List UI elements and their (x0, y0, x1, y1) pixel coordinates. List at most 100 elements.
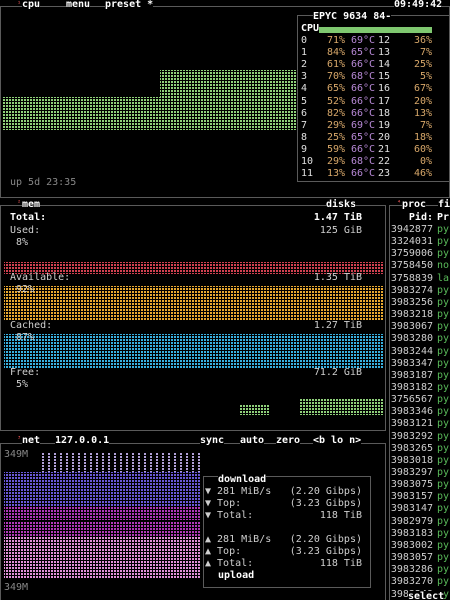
process-name: py (437, 248, 450, 260)
scale-label: 349M (4, 582, 29, 593)
process-pid: 3324031 (390, 236, 433, 248)
process-name: py (437, 503, 450, 515)
box-title: proc (402, 199, 427, 211)
core-temp: 69°C (351, 119, 376, 131)
process-pid: 3758450 (390, 260, 433, 272)
process-name: py (437, 406, 450, 418)
core-percent: 25% (413, 59, 432, 71)
net-total-label: ▲ Total: (205, 558, 254, 569)
core-id: 8 (301, 131, 308, 143)
core-percent: 7% (419, 119, 432, 131)
core-percent: 7% (419, 47, 432, 59)
select-button: select (408, 591, 445, 600)
core-id: 15 (378, 71, 391, 83)
process-pid: 3983297 (390, 467, 433, 478)
scale-label: 349M (4, 449, 29, 460)
process-name: py (437, 357, 450, 369)
cached-graph (4, 334, 384, 369)
interface: 127.0.0.1 (55, 435, 110, 447)
pid-header: Pid: (408, 212, 433, 224)
process-pid: 3983182 (390, 381, 433, 393)
menu-button: menu (66, 0, 91, 11)
core-id: 21 (378, 143, 391, 155)
process-pid: 3942877 (390, 224, 433, 235)
net-top: ▲ Top: (205, 546, 242, 557)
process-pid: 3983147 (390, 503, 433, 515)
process-name: py (437, 576, 450, 588)
core-percent: 18% (413, 131, 432, 143)
process-name: py (437, 296, 450, 308)
process-pid: 3983346 (390, 406, 433, 418)
preset-button: preset * (105, 0, 154, 11)
sync-button: sync (200, 435, 225, 447)
net-total: 118 TiB (319, 558, 362, 569)
core-id: 3 (301, 71, 308, 83)
net-stats-box (203, 476, 371, 588)
core-percent: 36% (413, 35, 432, 46)
net-rate-bits: (2.20 Gibps) (289, 534, 362, 545)
free-graph (240, 405, 270, 415)
core-percent: 67% (413, 83, 432, 95)
core-temp: 68°C (351, 156, 376, 167)
core-temp: 66°C (351, 143, 376, 155)
process-name: py (437, 236, 450, 248)
core-id: 18 (378, 107, 391, 119)
core-percent: 13% (413, 107, 432, 119)
core-id: 12 (378, 35, 391, 46)
box-title: cpu (22, 0, 41, 11)
core-percent: 59% (326, 143, 345, 155)
mem-value: 1.47 TiB (313, 212, 362, 224)
mem-value: 1.27 TiB (313, 320, 362, 331)
process-pid: 3983002 (390, 539, 433, 551)
net-graph (4, 537, 200, 579)
core-percent: 60% (413, 143, 432, 155)
process-pid: 3983183 (390, 527, 433, 539)
core-temp: 69°C (351, 35, 376, 46)
net-graph (40, 452, 200, 472)
process-name: py (437, 321, 450, 333)
process-pid: 3983187 (390, 369, 433, 381)
core-id: 6 (301, 107, 308, 119)
mem-value: 71.2 GiB (313, 367, 362, 378)
process-pid: 3758839 (390, 272, 433, 284)
box-number: ³ (17, 435, 22, 443)
process-pid: 3756567 (390, 394, 433, 406)
core-id: 13 (378, 47, 391, 59)
core-id: 7 (301, 119, 308, 131)
net-graph (4, 506, 200, 520)
process-pid: 3983347 (390, 357, 433, 369)
core-id: 16 (378, 83, 391, 95)
auto-button: auto (240, 435, 265, 447)
net-graph (4, 522, 200, 536)
core-percent: 61% (326, 59, 345, 71)
core-percent: 13% (326, 168, 345, 180)
process-name: py (437, 479, 450, 491)
process-name: py (437, 442, 450, 454)
process-name: py (437, 418, 450, 430)
disks-tab: disks (326, 199, 357, 211)
net-rate-bits: (2.20 Gibps) (289, 486, 362, 497)
core-percent: 25% (326, 131, 345, 143)
core-id: 20 (378, 131, 391, 143)
process-name: py (437, 381, 450, 393)
process-name: py (437, 467, 450, 478)
mem-value: 125 GiB (319, 225, 362, 236)
process-pid: 3983218 (390, 309, 433, 321)
free-graph (300, 399, 384, 415)
process-name: py (437, 394, 450, 406)
process-name: no (437, 260, 450, 272)
process-pid: 3983292 (390, 430, 433, 442)
core-id: 22 (378, 156, 391, 167)
core-id: 4 (301, 83, 308, 95)
mem-label: Available: (10, 272, 71, 283)
core-id: 17 (378, 95, 391, 107)
core-percent: 71% (326, 35, 345, 46)
process-pid: 3983270 (390, 576, 433, 588)
process-pid: 3983286 (390, 564, 433, 576)
core-percent: 0% (419, 156, 432, 167)
mem-value: 1.35 TiB (313, 272, 362, 283)
process-pid: 3983280 (390, 333, 433, 345)
process-pid: 3759006 (390, 248, 433, 260)
